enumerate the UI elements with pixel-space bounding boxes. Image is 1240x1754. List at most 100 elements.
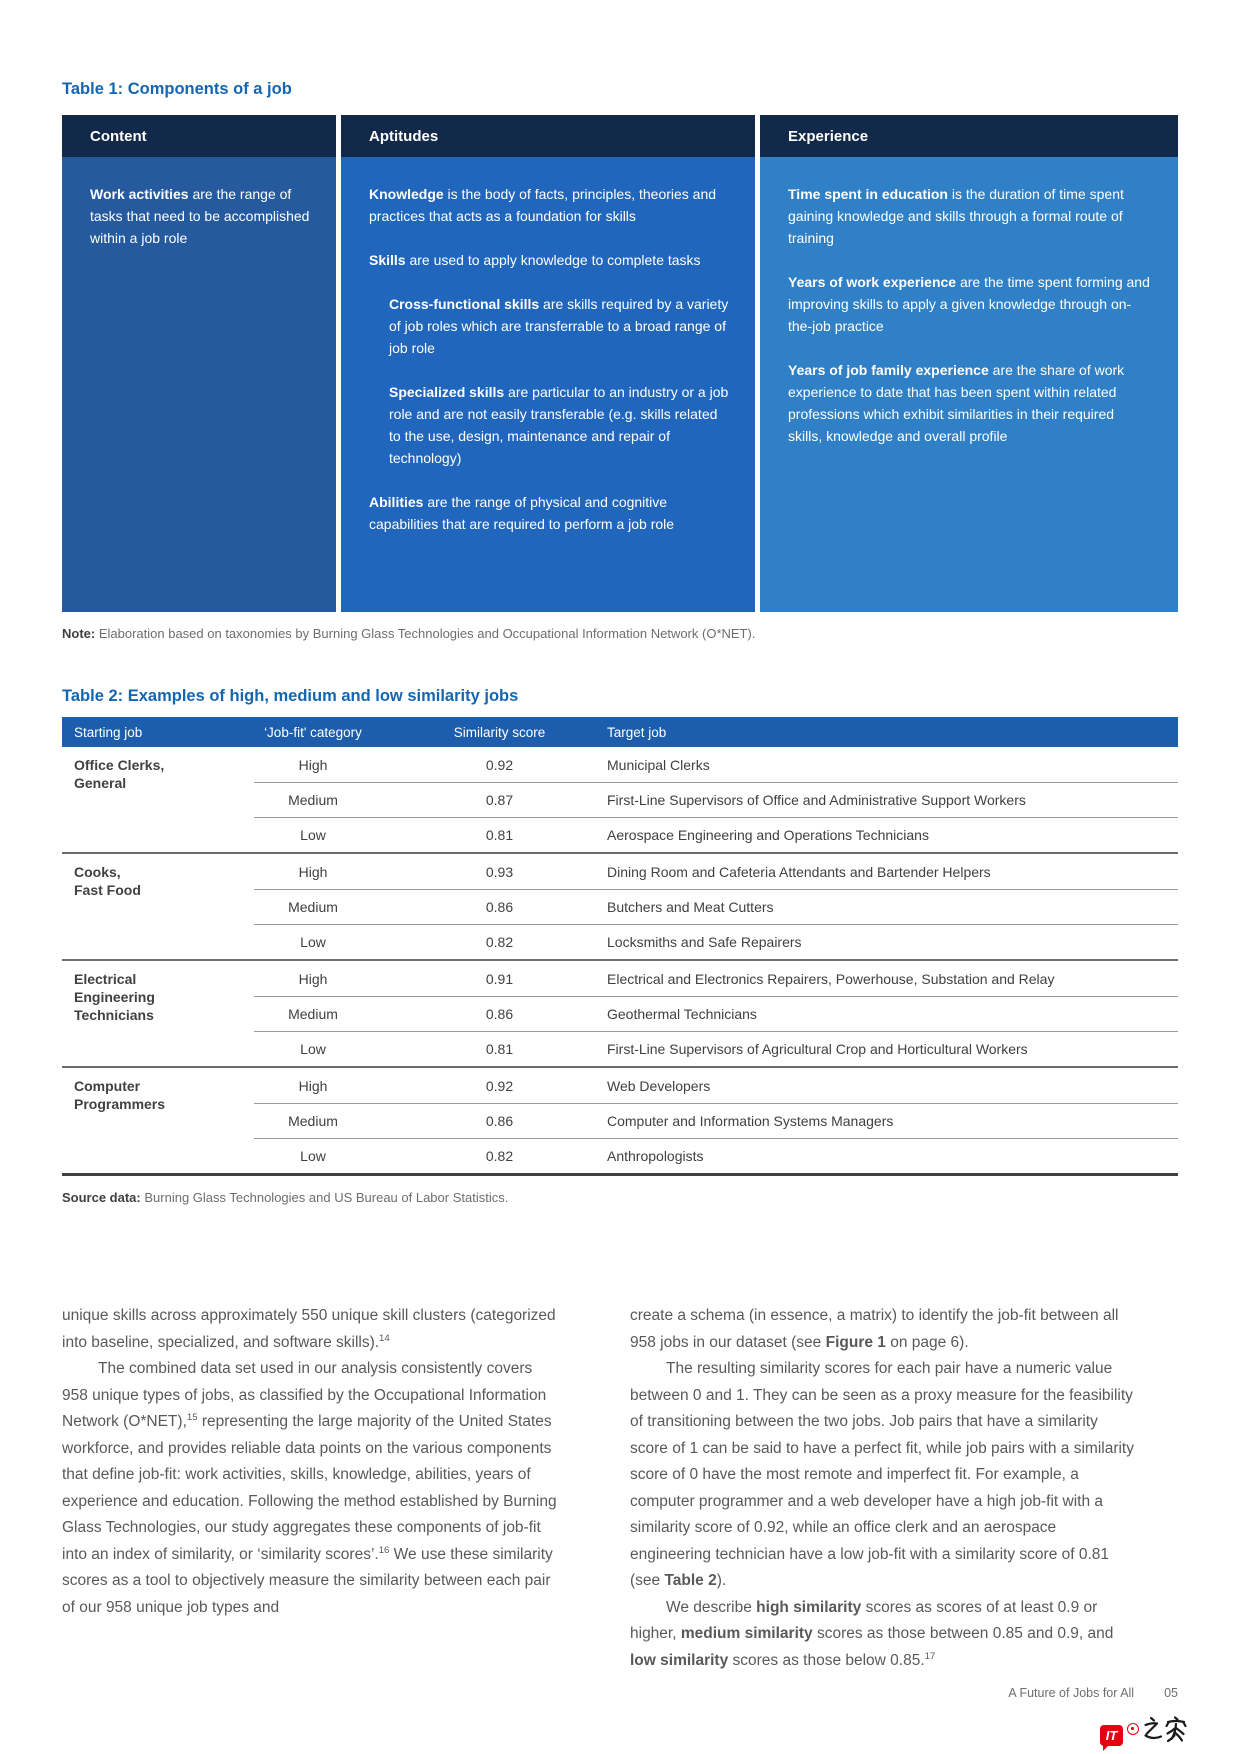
text-run: is the body of facts, principles, theori… bbox=[369, 186, 717, 224]
similarity-score-cell: 0.86 bbox=[485, 1005, 514, 1022]
target-job-cell: Anthropologists bbox=[607, 1147, 704, 1164]
body-paragraph: The combined data set used in our analys… bbox=[62, 1356, 562, 1621]
similarity-score-cell: 0.93 bbox=[485, 863, 514, 880]
text-run: Cross-functional skills bbox=[389, 296, 540, 312]
similarity-score-cell: 0.92 bbox=[485, 1077, 514, 1094]
body-paragraph: unique skills across approximately 550 u… bbox=[62, 1303, 562, 1356]
definition-paragraph: Cross-functional skills are skills requi… bbox=[369, 293, 729, 359]
target-job-cell: First-Line Supervisors of Agricultural C… bbox=[607, 1040, 1028, 1057]
text-run: Table 2 bbox=[664, 1572, 717, 1589]
target-job-cell: First-Line Supervisors of Office and Adm… bbox=[607, 791, 1026, 808]
target-job-cell: Dining Room and Cafeteria Attendants and… bbox=[607, 863, 991, 880]
footnote-ref: 16 bbox=[378, 1544, 390, 1556]
text-run: unique skills across approximately 550 u… bbox=[62, 1307, 556, 1351]
similarity-score-cell: 0.86 bbox=[485, 1112, 514, 1129]
text-run: scores as scores of at least 0.9 or high… bbox=[630, 1598, 1098, 1643]
job-fit-category-cell: High bbox=[298, 1077, 328, 1094]
table2-header-cell: Similarity score bbox=[453, 724, 546, 740]
table2: Starting job ‘Job-fit' category Similarity… bbox=[62, 717, 1178, 1176]
group-rows: High 0.93 Dining Room and Cafeteria Attend… bbox=[234, 854, 1178, 959]
text-run: are the range of physical and cognitive … bbox=[369, 494, 675, 532]
job-fit-category-cell: Low bbox=[300, 826, 326, 843]
table-row: Low 0.81 Aerospace Engineering and Operati… bbox=[234, 817, 1178, 852]
text-run: is the duration of time spent gaining kn… bbox=[788, 186, 1124, 246]
table-row: High 0.92 Web Developers bbox=[234, 1068, 1178, 1103]
table2-header-cell: Starting job bbox=[74, 724, 143, 740]
job-fit-category-cell: Medium bbox=[288, 1112, 338, 1129]
job-fit-category-cell: High bbox=[298, 970, 328, 987]
text-run: low similarity bbox=[630, 1651, 729, 1669]
target-job-cell: Computer and Information Systems Manager… bbox=[607, 1112, 894, 1129]
footnote-ref: 15 bbox=[186, 1411, 198, 1423]
text-run: Knowledge bbox=[369, 186, 444, 202]
column-header: Aptitudes bbox=[341, 115, 755, 157]
column-header: Content bbox=[62, 115, 336, 157]
table-row: High 0.91 Electrical and Electronics Repai… bbox=[234, 961, 1178, 996]
note-text: Elaboration based on taxonomies by Burni… bbox=[95, 626, 756, 641]
text-run: create a schema (in essence, a matrix) t… bbox=[630, 1307, 1119, 1351]
table-row: Low 0.82 Locksmiths and Safe Repairers bbox=[234, 924, 1178, 959]
table-row: Low 0.82 Anthropologists bbox=[234, 1138, 1178, 1173]
definition-paragraph: Years of job family experience are the s… bbox=[788, 359, 1152, 447]
column-header: Experience bbox=[760, 115, 1178, 157]
text-run: Years of job family experience bbox=[788, 362, 989, 378]
note-label: Note: bbox=[62, 626, 96, 641]
text-run: are the time spent forming and improving… bbox=[788, 274, 1150, 334]
job-fit-category-cell: High bbox=[298, 756, 328, 773]
similarity-score-cell: 0.82 bbox=[485, 933, 514, 950]
similarity-score-cell: 0.81 bbox=[485, 826, 514, 843]
table2-group: Cooks, Fast Food High 0.93 Dining Room and … bbox=[62, 852, 1178, 959]
definition-paragraph: Knowledge is the body of facts, principl… bbox=[369, 183, 729, 227]
group-rows: High 0.92 Web Developers Medium 0.86 Computer… bbox=[234, 1068, 1178, 1173]
text-run: scores as those between 0.85 and 0.9, an… bbox=[812, 1625, 1114, 1642]
text-run: Specialized skills bbox=[389, 384, 505, 400]
text-run: are particular to an industry or a job r… bbox=[389, 384, 729, 466]
job-fit-category-cell: Low bbox=[300, 1040, 326, 1057]
starting-job-cell: Office Clerks, General bbox=[74, 757, 165, 791]
page-number: 05 bbox=[1164, 1686, 1178, 1700]
ithome-it-badge: IT bbox=[1100, 1725, 1123, 1751]
target-job-cell: Web Developers bbox=[607, 1077, 711, 1094]
target-job-cell: Municipal Clerks bbox=[607, 756, 710, 773]
similarity-score-cell: 0.91 bbox=[485, 970, 514, 987]
starting-job-cell: Cooks, Fast Food bbox=[74, 864, 141, 898]
text-run: are used to apply knowledge to complete … bbox=[405, 252, 701, 268]
definition-paragraph: Skills are used to apply knowledge to co… bbox=[369, 249, 729, 271]
table2-group: Office Clerks, General High 0.92 Municipal … bbox=[62, 747, 1178, 852]
text-run: Abilities bbox=[369, 494, 424, 510]
table2-title: Table 2: Examples of high, medium and lo… bbox=[62, 687, 519, 705]
table-row: Medium 0.86 Butchers and Meat Cutters bbox=[234, 889, 1178, 924]
definition-paragraph: Time spent in education is the duration … bbox=[788, 183, 1152, 249]
registered-badge-icon bbox=[1127, 1723, 1139, 1735]
text-run: Work activities bbox=[90, 186, 189, 202]
table-row: High 0.92 Municipal Clerks bbox=[234, 747, 1178, 782]
table2-group: Electrical Engineering Technicians High 0.… bbox=[62, 959, 1178, 1066]
table1-title: Table 1: Components of a job bbox=[62, 80, 292, 98]
definition-paragraph: Specialized skills are particular to an … bbox=[369, 381, 729, 469]
body-column-left: unique skills across approximately 550 u… bbox=[62, 1303, 562, 1674]
table2-header-cell: Target job bbox=[607, 724, 667, 740]
table1-column-experience: Experience Time spent in education is the… bbox=[760, 115, 1178, 612]
text-run: are the share of work experience to date… bbox=[788, 362, 1125, 444]
text-run: The resulting similarity scores for each… bbox=[630, 1360, 1134, 1589]
starting-job-cell: Computer Programmers bbox=[74, 1078, 166, 1112]
source-text: Burning Glass Technologies and US Bureau… bbox=[140, 1190, 509, 1205]
definition-paragraph: Work activities are the range of tasks t… bbox=[90, 183, 310, 249]
table2-group: Computer Programmers High 0.92 Web Develope… bbox=[62, 1066, 1178, 1173]
job-fit-category-cell: Medium bbox=[288, 898, 338, 915]
text-run: are skills required by a variety of job … bbox=[389, 296, 729, 356]
table1: Content Work activities are the range of … bbox=[62, 115, 1178, 612]
target-job-cell: Butchers and Meat Cutters bbox=[607, 898, 774, 915]
job-fit-category-cell: Low bbox=[300, 933, 326, 950]
body-paragraph: create a schema (in essence, a matrix) t… bbox=[630, 1303, 1138, 1356]
starting-job-cell: Electrical Engineering Technicians bbox=[74, 971, 155, 1023]
footnote-ref: 17 bbox=[924, 1650, 936, 1662]
table1-column-aptitudes: Aptitudes Knowledge is the body of facts,… bbox=[341, 115, 755, 612]
table1-note: Note: Elaboration based on taxonomies by… bbox=[62, 626, 1178, 641]
job-fit-category-cell: Medium bbox=[288, 791, 338, 808]
job-fit-category-cell: Medium bbox=[288, 1005, 338, 1022]
text-run: We use these similarity scores as a tool… bbox=[62, 1545, 553, 1616]
column-body: Work activities are the range of tasks t… bbox=[62, 157, 336, 612]
table2-body: Office Clerks, General High 0.92 Municipal … bbox=[62, 747, 1178, 1173]
